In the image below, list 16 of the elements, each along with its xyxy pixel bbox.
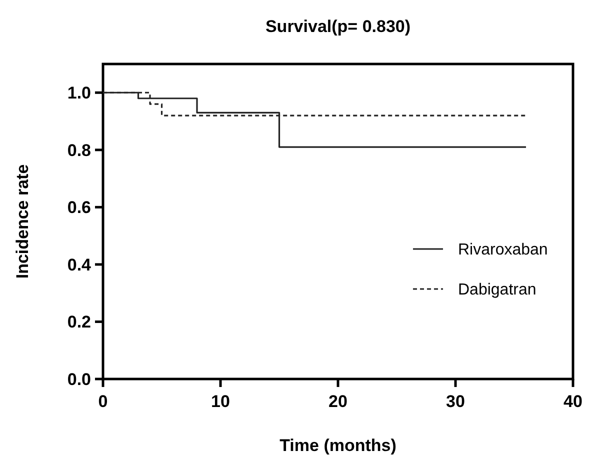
legend-label: Rivaroxaban <box>458 242 548 259</box>
y-tick-label: 0.8 <box>67 140 91 160</box>
y-tick-label: 0.2 <box>67 312 91 332</box>
x-tick-label: 30 <box>446 392 465 411</box>
y-tick-label: 0.4 <box>67 255 92 274</box>
x-tick-label: 40 <box>564 392 582 411</box>
y-tick-label: 0.0 <box>67 370 91 389</box>
y-axis-title: Incidence rate <box>13 164 32 279</box>
x-tick-label: 0 <box>98 392 108 411</box>
chart-title: Survival(p= 0.830) <box>265 17 411 36</box>
y-tick-label: 0.6 <box>67 198 91 218</box>
legend-label: Dabigatran <box>458 282 536 299</box>
x-tick-label: 20 <box>328 392 348 411</box>
x-tick-label: 10 <box>211 392 230 411</box>
x-axis-title: Time (months) <box>280 436 396 455</box>
y-tick-label: 1.0 <box>67 84 91 103</box>
